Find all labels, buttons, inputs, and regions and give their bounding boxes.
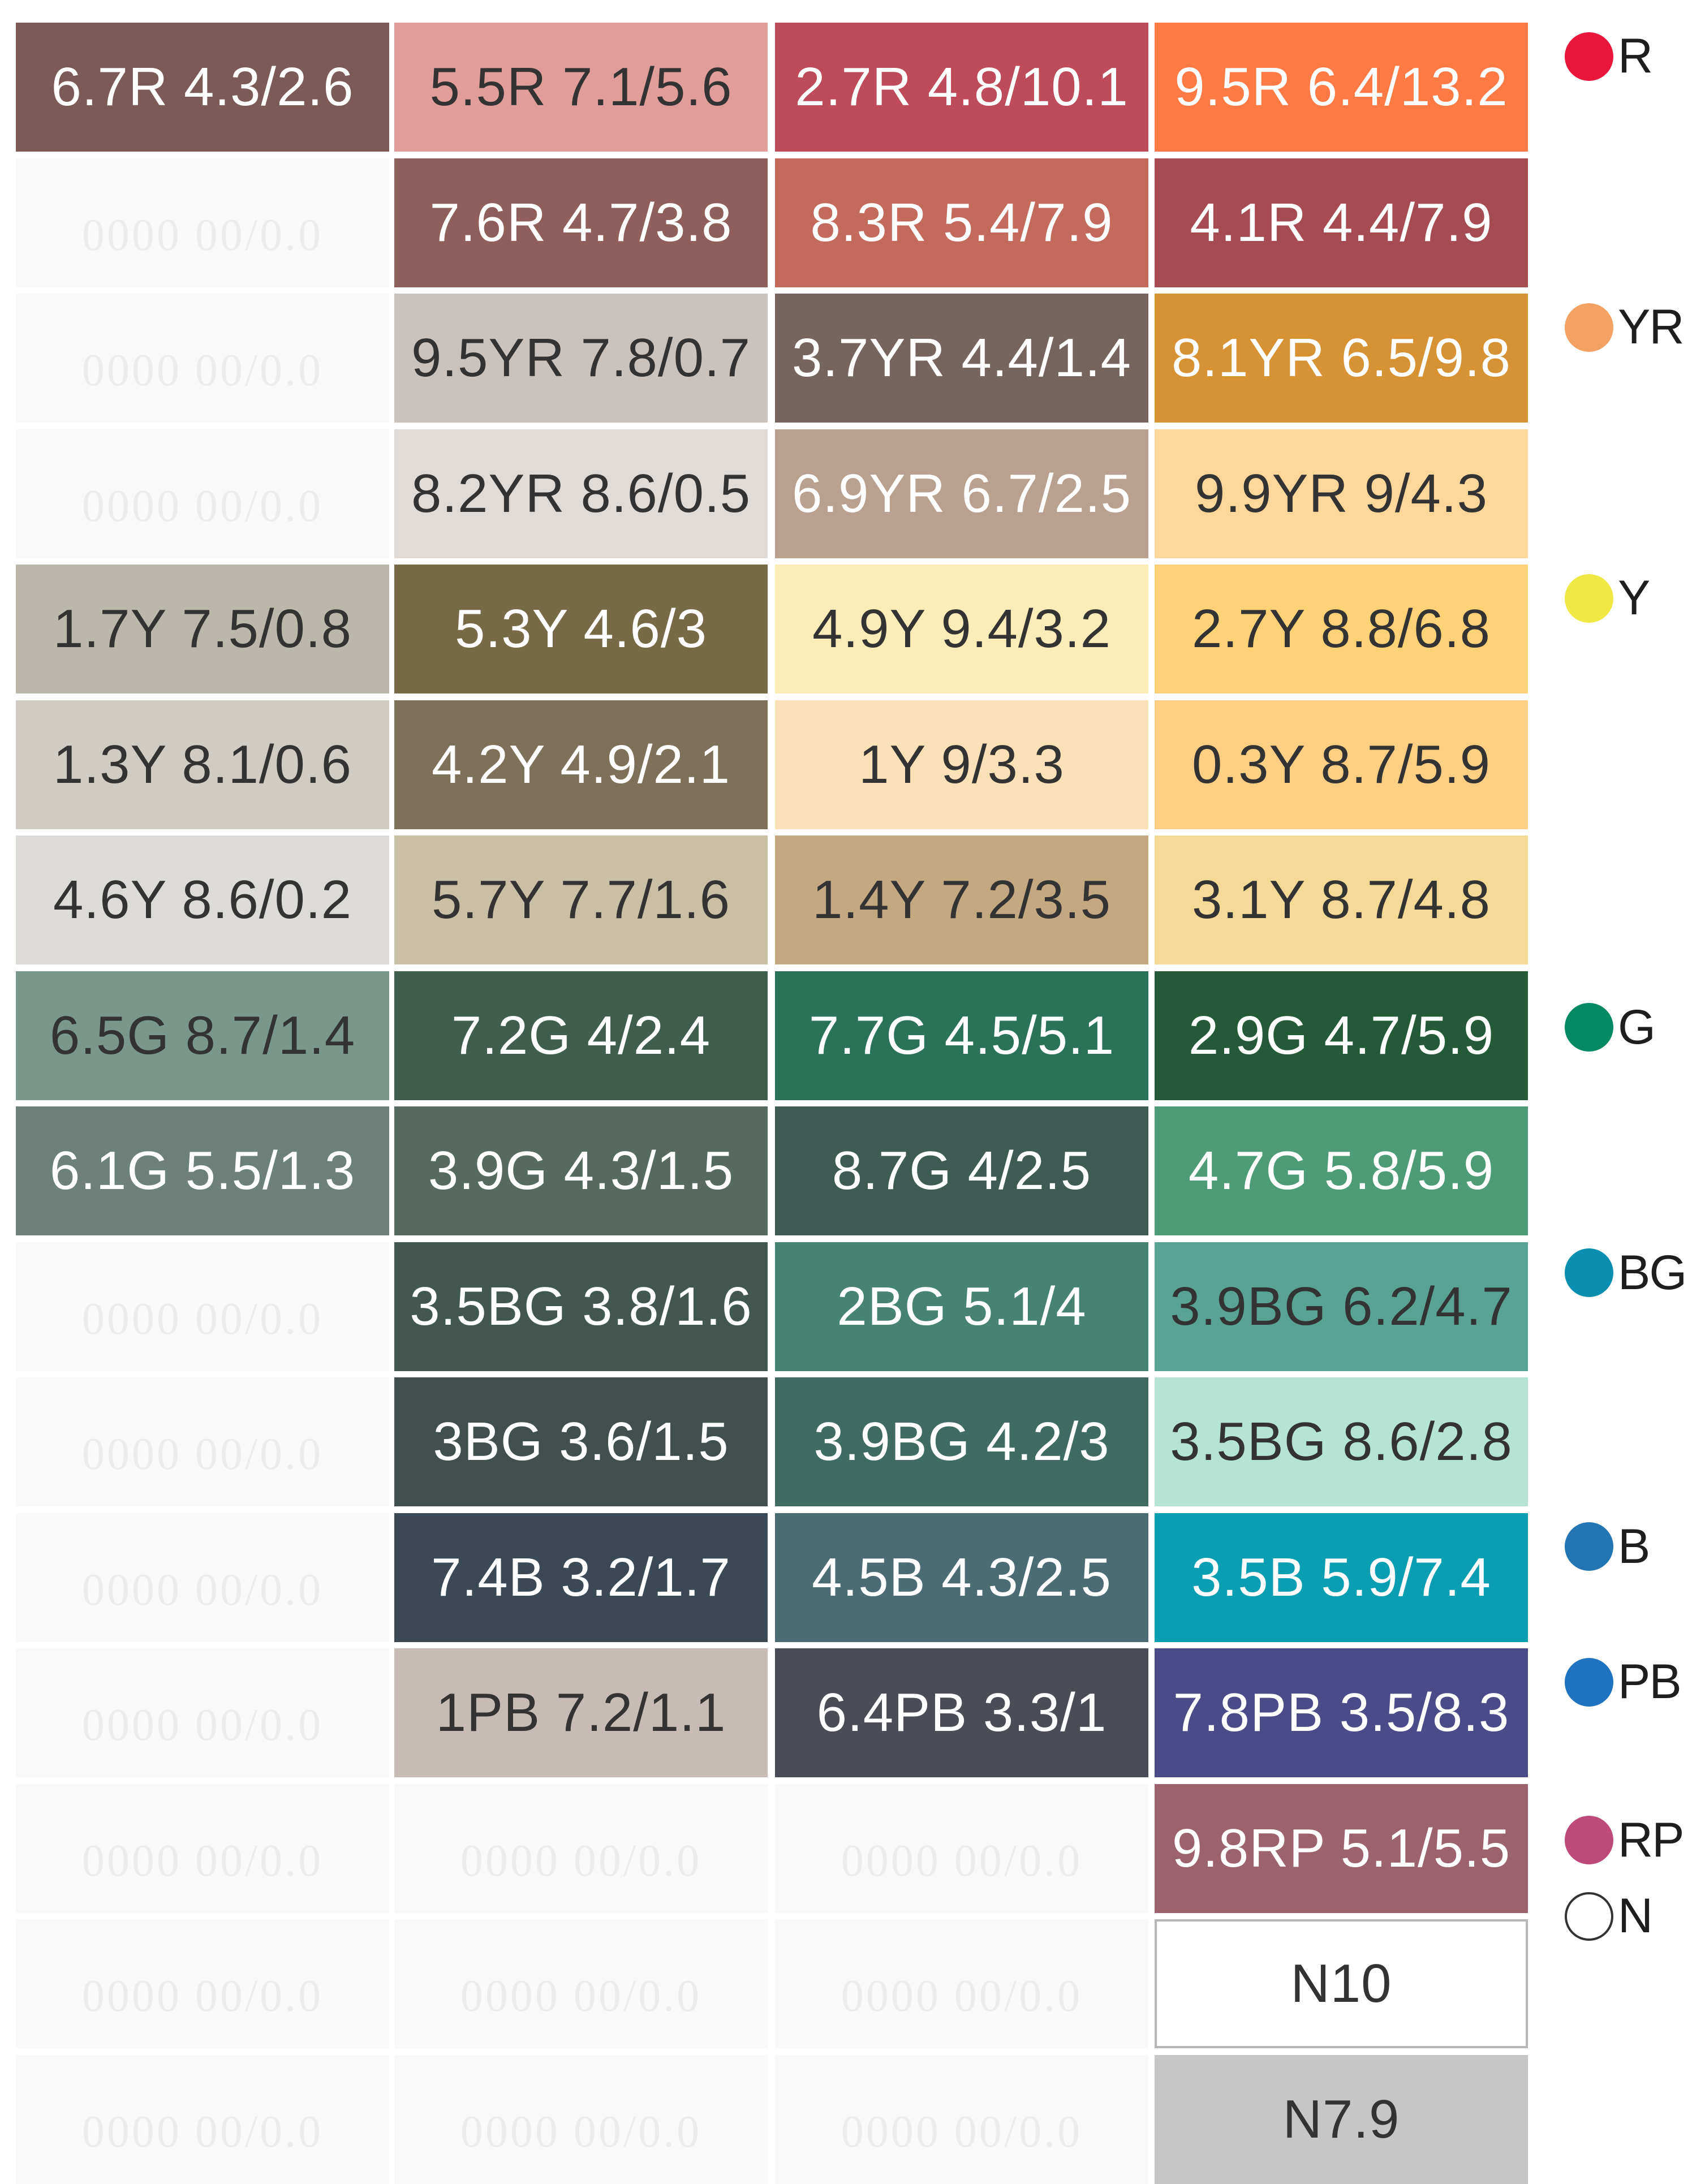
color-swatch: 2.9G 4.7/5.9 xyxy=(1155,971,1528,1100)
hue-dot-icon xyxy=(1565,1248,1613,1297)
color-swatch: 2BG 5.1/4 xyxy=(775,1242,1148,1371)
empty-swatch: 0000 00/0.0 xyxy=(16,1648,389,1777)
color-swatch-grid: 6.7R 4.3/2.6 5.5R 7.1/5.6 2.7R 4.8/10.1 9.5… xyxy=(16,23,1528,2184)
legend-label: YR xyxy=(1618,300,1684,354)
color-swatch: 8.1YR 6.5/9.8 xyxy=(1155,294,1528,423)
color-swatch: 4.7G 5.8/5.9 xyxy=(1155,1106,1528,1235)
color-swatch: 1.7Y 7.5/0.8 xyxy=(16,565,389,693)
color-swatch: 6.5G 8.7/1.4 xyxy=(16,971,389,1100)
color-swatch: 7.7G 4.5/5.1 xyxy=(775,971,1148,1100)
color-swatch: 3.1Y 8.7/4.8 xyxy=(1155,835,1528,964)
color-swatch: 2.7Y 8.8/6.8 xyxy=(1155,565,1528,693)
empty-swatch: 0000 00/0.0 xyxy=(16,2054,389,2184)
empty-swatch: 0000 00/0.0 xyxy=(16,1513,389,1642)
legend-label: RP xyxy=(1618,1812,1684,1867)
color-swatch: 6.4PB 3.3/1 xyxy=(775,1648,1148,1777)
color-swatch: 9.5YR 7.8/0.7 xyxy=(394,294,768,423)
color-swatch: 4.6Y 8.6/0.2 xyxy=(16,835,389,964)
legend-label: B xyxy=(1618,1519,1650,1574)
empty-swatch: 0000 00/0.0 xyxy=(16,1377,389,1506)
empty-swatch: 0000 00/0.0 xyxy=(16,1784,389,1913)
legend-label: G xyxy=(1618,1000,1656,1054)
color-swatch: 4.9Y 9.4/3.2 xyxy=(775,565,1148,693)
color-swatch: 5.7Y 7.7/1.6 xyxy=(394,835,768,964)
color-swatch: 8.7G 4/2.5 xyxy=(775,1106,1148,1235)
color-swatch: 1.4Y 7.2/3.5 xyxy=(775,835,1148,964)
hue-dot-icon xyxy=(1565,1003,1613,1052)
color-swatch: 3.9G 4.3/1.5 xyxy=(394,1106,768,1235)
color-swatch: 1.3Y 8.1/0.6 xyxy=(16,700,389,829)
color-swatch: 1PB 7.2/1.1 xyxy=(394,1648,768,1777)
empty-swatch: 0000 00/0.0 xyxy=(16,1242,389,1371)
empty-swatch: 0000 00/0.0 xyxy=(394,2054,768,2184)
hue-dot-icon xyxy=(1565,1522,1613,1571)
color-swatch: 6.7R 4.3/2.6 xyxy=(16,23,389,152)
color-swatch: 1Y 9/3.3 xyxy=(775,700,1148,829)
color-swatch: 2.7R 4.8/10.1 xyxy=(775,23,1148,152)
color-swatch: 9.8RP 5.1/5.5 xyxy=(1155,1784,1528,1913)
legend-item: PB xyxy=(1550,1654,1682,1710)
color-swatch: 3.9BG 4.2/3 xyxy=(775,1377,1148,1506)
legend-item: RP xyxy=(1550,1812,1684,1868)
color-swatch: 3.5B 5.9/7.4 xyxy=(1155,1513,1528,1642)
empty-swatch: 0000 00/0.0 xyxy=(775,2054,1148,2184)
color-swatch: 5.5R 7.1/5.6 xyxy=(394,23,768,152)
hue-dot-icon xyxy=(1565,303,1613,352)
empty-swatch: 0000 00/0.0 xyxy=(394,1784,768,1913)
empty-swatch: 0000 00/0.0 xyxy=(775,1784,1148,1913)
legend-item: Y xyxy=(1550,570,1650,626)
legend-label: R xyxy=(1618,29,1653,83)
empty-swatch: 0000 00/0.0 xyxy=(16,294,389,423)
color-swatch: 5.3Y 4.6/3 xyxy=(394,565,768,693)
hue-legend: R YR Y G BG B PB RP N xyxy=(1550,0,1705,2177)
legend-label: PB xyxy=(1618,1655,1682,1709)
legend-item: YR xyxy=(1550,299,1684,355)
color-swatch: 0.3Y 8.7/5.9 xyxy=(1155,700,1528,829)
legend-item: BG xyxy=(1550,1245,1687,1301)
empty-swatch: 0000 00/0.0 xyxy=(775,1919,1148,2048)
color-swatch: 3BG 3.6/1.5 xyxy=(394,1377,768,1506)
color-swatch: 6.1G 5.5/1.3 xyxy=(16,1106,389,1235)
hue-dot-icon xyxy=(1565,1892,1613,1941)
empty-swatch: 0000 00/0.0 xyxy=(16,158,389,287)
color-swatch: 7.2G 4/2.4 xyxy=(394,971,768,1100)
empty-swatch: 0000 00/0.0 xyxy=(16,1919,389,2048)
color-swatch: 6.9YR 6.7/2.5 xyxy=(775,429,1148,558)
hue-dot-icon xyxy=(1565,1816,1613,1864)
color-swatch: 9.9YR 9/4.3 xyxy=(1155,429,1528,558)
color-swatch: 7.4B 3.2/1.7 xyxy=(394,1513,768,1642)
color-swatch: 4.5B 4.3/2.5 xyxy=(775,1513,1148,1642)
color-swatch: 4.2Y 4.9/2.1 xyxy=(394,700,768,829)
color-swatch: 4.1R 4.4/7.9 xyxy=(1155,158,1528,287)
empty-swatch: 0000 00/0.0 xyxy=(394,1919,768,2048)
color-swatch: 9.5R 6.4/13.2 xyxy=(1155,23,1528,152)
color-swatch: N7.9 xyxy=(1155,2054,1528,2184)
color-swatch: 7.8PB 3.5/8.3 xyxy=(1155,1648,1528,1777)
color-swatch: 3.7YR 4.4/1.4 xyxy=(775,294,1148,423)
color-swatch: 3.9BG 6.2/4.7 xyxy=(1155,1242,1528,1371)
color-swatch: 3.5BG 8.6/2.8 xyxy=(1155,1377,1528,1506)
legend-label: BG xyxy=(1618,1245,1687,1300)
color-swatch: N10 xyxy=(1155,1919,1528,2048)
legend-item: R xyxy=(1550,28,1653,84)
color-swatch: 3.5BG 3.8/1.6 xyxy=(394,1242,768,1371)
hue-dot-icon xyxy=(1565,574,1613,623)
legend-label: Y xyxy=(1618,571,1650,625)
hue-dot-icon xyxy=(1565,32,1613,81)
color-swatch: 8.3R 5.4/7.9 xyxy=(775,158,1148,287)
legend-item: G xyxy=(1550,1000,1656,1056)
legend-item: N xyxy=(1550,1888,1653,1944)
legend-label: N xyxy=(1618,1889,1653,1943)
hue-dot-icon xyxy=(1565,1657,1613,1707)
legend-item: B xyxy=(1550,1519,1650,1575)
color-swatch: 7.6R 4.7/3.8 xyxy=(394,158,768,287)
color-swatch: 8.2YR 8.6/0.5 xyxy=(394,429,768,558)
empty-swatch: 0000 00/0.0 xyxy=(16,429,389,558)
